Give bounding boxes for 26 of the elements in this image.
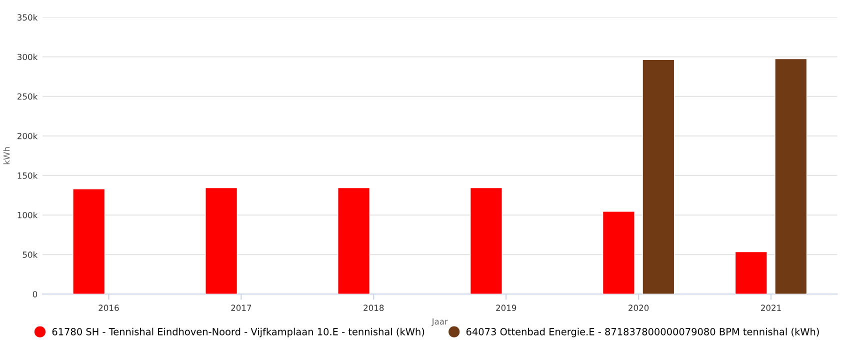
x-tick-label: 2017 [231, 304, 252, 311]
bar [602, 211, 635, 294]
bar [734, 251, 768, 294]
bar [774, 58, 808, 294]
y-tick-label: 200k [18, 132, 38, 140]
bar [205, 187, 238, 294]
x-axis-title: Jaar [431, 318, 448, 326]
x-tick-label: 2021 [761, 304, 781, 311]
bar [470, 187, 502, 294]
y-tick-label: 300k [18, 54, 38, 60]
legend-label: 61780 SH - Tennishal Eindhoven-Noord - Vijfkamplaan 10.E - tennishal (kWh) [52, 328, 424, 338]
x-tick-label: 2016 [98, 304, 119, 311]
bar [72, 188, 106, 294]
y-tick-label: 350k [18, 14, 38, 21]
x-tick-label: 2019 [496, 304, 516, 311]
y-tick-label: 150k [18, 172, 38, 179]
y-tick-label: 250k [18, 93, 38, 100]
y-tick-label: 100k [18, 212, 38, 218]
x-tick-label: 2020 [628, 304, 649, 311]
legend-label: 64073 Ottenbad Energie.E - 871837800000079080 BPM tennishal (kWh) [466, 328, 819, 338]
y-axis-title: kWh [3, 147, 10, 164]
bar [338, 187, 370, 294]
y-tick-label: 50k [22, 251, 38, 258]
x-tick-label: 2018 [364, 304, 384, 311]
bar [642, 59, 675, 294]
y-tick-label: 0 [32, 291, 38, 298]
